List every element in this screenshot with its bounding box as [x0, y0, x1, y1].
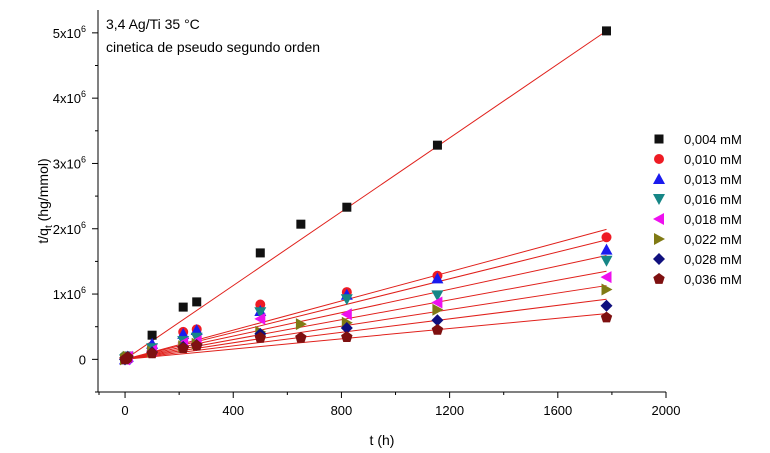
y-axis-title-rest: (hg/mmol) [35, 158, 51, 225]
data-point [255, 248, 265, 258]
data-point [254, 307, 267, 319]
data-point [295, 318, 307, 331]
x-tick-label: 800 [331, 403, 353, 418]
legend-marker [653, 194, 665, 205]
y-axis-title-subscript: t [44, 225, 55, 228]
data-point [600, 299, 613, 312]
legend-label: 0,004 mM [684, 132, 742, 147]
data-point [342, 202, 352, 212]
fit-line [124, 298, 607, 360]
y-tick-label-exponent: 6 [81, 89, 86, 99]
x-tick-label: 400 [222, 403, 244, 418]
fit-line [124, 30, 607, 360]
data-point [254, 312, 266, 325]
x-tick-label: 2000 [652, 403, 681, 418]
legend: 0,004 mM 0,010 mM 0,013 mM 0,016 mM 0,018 mM… [653, 132, 742, 287]
data-point [296, 219, 306, 229]
y-tick-label-exponent: 6 [81, 285, 86, 295]
y-tick-label: 1x106 [53, 285, 86, 302]
fit-line [124, 285, 607, 360]
fit-line [124, 270, 607, 360]
axes [97, 10, 666, 393]
data-point [601, 232, 612, 243]
y-tick-label-base: 5x10 [53, 26, 81, 41]
data-point [432, 303, 444, 316]
data-point [341, 331, 353, 342]
data-point [191, 339, 203, 351]
y-tick-label: 4x106 [53, 89, 86, 106]
legend-marker [654, 233, 665, 245]
y-tick-label: 5x106 [53, 24, 86, 41]
annotation-subtitle: cinetica de pseudo segundo orden [106, 39, 320, 55]
y-tick-label: 2x106 [53, 220, 86, 237]
y-tick-label-base: 4x10 [53, 91, 81, 106]
legend-marker [653, 253, 665, 265]
data-point [254, 331, 266, 343]
y-tick-label-base: 0 [79, 352, 86, 367]
y-axis-title: t/qt (hg/mmol) [35, 158, 55, 243]
fit-line [125, 313, 607, 360]
y-axis-title-main: t/q [35, 228, 51, 244]
legend-label: 0,010 mM [684, 152, 742, 167]
data-points [119, 26, 613, 366]
y-tick-label-exponent: 6 [81, 24, 86, 34]
data-point [340, 322, 353, 334]
data-point [432, 140, 442, 150]
data-point [601, 26, 611, 36]
ticks: 0 400 800 1200 1600 200001x1062x1063x1064x106… [53, 24, 681, 418]
data-point [431, 296, 443, 309]
y-tick-label-base: 2x10 [53, 222, 81, 237]
data-point [190, 324, 203, 335]
y-tick-label: 0 [79, 352, 86, 367]
data-point [192, 297, 202, 307]
data-point [146, 347, 158, 359]
legend-marker [654, 154, 664, 164]
data-point [431, 324, 444, 335]
x-axis-title: t (h) [370, 432, 395, 448]
fit-line [124, 255, 607, 360]
data-point [177, 342, 189, 354]
x-tick-label: 1200 [435, 403, 464, 418]
data-point [431, 290, 444, 302]
legend-label: 0,016 mM [684, 192, 742, 207]
legend-label: 0,028 mM [684, 252, 742, 267]
annotation-title: 3,4 Ag/Ti 35 °C [106, 16, 200, 32]
legend-label: 0,018 mM [684, 212, 742, 227]
legend-marker [653, 173, 665, 184]
data-point [122, 351, 134, 363]
data-point [600, 311, 613, 323]
data-point [601, 283, 613, 296]
data-point [600, 255, 613, 267]
data-point [340, 294, 353, 306]
legend-marker [653, 273, 665, 284]
y-tick-label-base: 1x10 [53, 287, 81, 302]
data-point [255, 299, 266, 310]
data-point [600, 243, 613, 255]
data-point [431, 272, 444, 284]
data-point [147, 330, 157, 340]
fit-line [124, 239, 607, 360]
legend-marker [653, 213, 664, 225]
data-point [178, 302, 188, 312]
legend-label: 0,036 mM [684, 272, 742, 287]
data-point [340, 308, 352, 321]
data-point [600, 271, 612, 284]
legend-label: 0,013 mM [684, 172, 742, 187]
legend-label: 0,022 mM [684, 232, 742, 247]
data-point [431, 314, 444, 327]
y-tick-label: 3x106 [53, 154, 86, 171]
legend-marker [654, 134, 664, 144]
data-point [295, 331, 307, 343]
y-tick-label-base: 3x10 [53, 156, 81, 171]
y-tick-label-exponent: 6 [81, 220, 86, 230]
y-tick-label-exponent: 6 [81, 154, 86, 164]
fit-line [124, 228, 607, 360]
x-tick-label: 0 [121, 403, 128, 418]
x-tick-label: 1600 [543, 403, 572, 418]
fit-lines [124, 30, 607, 360]
